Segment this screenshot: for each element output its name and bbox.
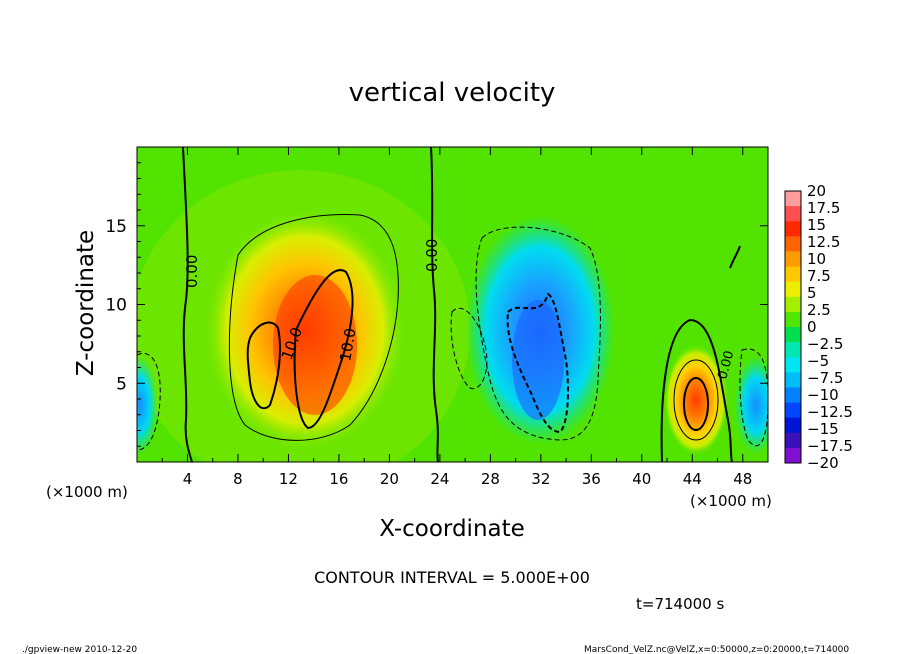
contour-neg10-main xyxy=(506,292,569,434)
y-tick-label: 15 xyxy=(105,217,127,237)
x-tick-label: 40 xyxy=(632,470,651,488)
colorbar-label: 12.5 xyxy=(807,233,840,251)
colorbar-label: 10 xyxy=(807,250,826,268)
zero-contour-left xyxy=(182,147,193,462)
colorbar-segment xyxy=(785,402,801,419)
y-tick-label: 5 xyxy=(116,374,127,394)
footer-left: ./gpview-new 2010-12-20 xyxy=(22,645,137,654)
downdraft-core xyxy=(512,300,564,420)
x-tick-label: 8 xyxy=(233,470,243,488)
downdraft-cell-right xyxy=(734,355,768,455)
colorbar-segment xyxy=(785,432,801,449)
colorbar-label: 2.5 xyxy=(807,301,831,319)
y-axis: 5 10 15 xyxy=(105,162,768,447)
contour-label: 0.00 xyxy=(183,255,201,288)
colorbar-segment xyxy=(785,327,801,343)
colorbar-segment xyxy=(785,191,801,207)
colorbar-segment xyxy=(785,311,801,328)
x-tick-label: 28 xyxy=(481,470,500,488)
contour-neg5-left xyxy=(450,307,488,390)
colorbar-label: −12.5 xyxy=(807,403,853,421)
colorbar-label: −10 xyxy=(807,386,839,404)
x-tick-label: 12 xyxy=(279,470,298,488)
colorbar-label: −20 xyxy=(807,454,839,472)
zero-contour-right-loop xyxy=(660,318,733,462)
contour-5-main xyxy=(228,214,399,441)
contour-5-small xyxy=(673,359,719,441)
colorbar-label: 15 xyxy=(807,216,826,234)
contour-neg5-right xyxy=(739,348,768,447)
contour-label: 0.00 xyxy=(715,349,737,381)
y-tick-label: 10 xyxy=(105,296,127,316)
time-label: t=714000 s xyxy=(636,595,724,613)
contour-neg5-main xyxy=(475,226,601,441)
colorbar: 2017.51512.5107.552.50−2.5−5−7.5−10−12.5… xyxy=(784,182,853,472)
colorbar-label: 7.5 xyxy=(807,267,831,285)
x-tick-label: 24 xyxy=(430,470,449,488)
colorbar-segment xyxy=(785,417,801,434)
colorbar-label: −2.5 xyxy=(807,335,843,353)
colorbar-segment xyxy=(785,266,801,283)
colorbar-segment xyxy=(785,342,801,358)
colorbar-label: 5 xyxy=(807,284,817,302)
x-tick-label: 32 xyxy=(531,470,550,488)
colorbar-label: −17.5 xyxy=(807,437,853,455)
x-tick-label: 36 xyxy=(582,470,601,488)
footer-right: MarsCond_VelZ.nc@VelZ,x=0:50000,z=0:2000… xyxy=(584,645,849,654)
colorbar-label: 17.5 xyxy=(807,199,840,217)
x-tick-label: 16 xyxy=(329,470,348,488)
colorbar-segment xyxy=(785,387,801,404)
y-axis-title: Z-coordinate xyxy=(73,230,99,376)
downdraft-cell-left xyxy=(137,355,158,455)
contour-neg5-farleft xyxy=(137,353,161,451)
chart-title: vertical velocity xyxy=(349,78,556,108)
contour-interval: CONTOUR INTERVAL = 5.000E+00 xyxy=(314,568,590,587)
contour-label: 0.00 xyxy=(423,239,441,272)
zero-contour-small-right xyxy=(729,245,741,269)
colorbar-label: −5 xyxy=(807,352,829,370)
z-unit-label: (×1000 m) xyxy=(46,483,128,501)
colorbar-segment xyxy=(785,296,801,313)
colorbar-segment xyxy=(785,357,801,373)
contour-label: 10.0 xyxy=(336,327,360,363)
colorbar-label: −7.5 xyxy=(807,369,843,387)
contour-10-right xyxy=(293,269,354,430)
colorbar-segment xyxy=(785,251,801,268)
contour-10-small xyxy=(683,377,709,431)
colorbar-segment xyxy=(785,281,801,298)
colorbar-segment xyxy=(785,447,801,464)
x-axis-title: X-coordinate xyxy=(379,516,525,542)
colorbar-segment xyxy=(785,372,801,388)
x-tick-label: 4 xyxy=(183,470,193,488)
colorbar-segment xyxy=(785,221,801,237)
colorbar-frame xyxy=(784,190,802,464)
plot-area xyxy=(137,147,768,462)
x-tick-label: 48 xyxy=(733,470,752,488)
x-tick-label: 20 xyxy=(380,470,399,488)
colorbar-label: −15 xyxy=(807,420,839,438)
x-tick-label: 44 xyxy=(683,470,702,488)
zero-contour-middle xyxy=(430,147,439,462)
colorbar-label: 20 xyxy=(807,182,826,200)
contour-10-left xyxy=(246,321,281,410)
x-axis: 4 8 12 16 20 24 28 32 36 40 44 48 xyxy=(161,147,752,488)
colorbar-segment xyxy=(785,236,801,252)
x-unit-label: (×1000 m) xyxy=(690,492,772,510)
colorbar-segment xyxy=(785,206,801,222)
colorbar-label: 0 xyxy=(807,318,817,336)
